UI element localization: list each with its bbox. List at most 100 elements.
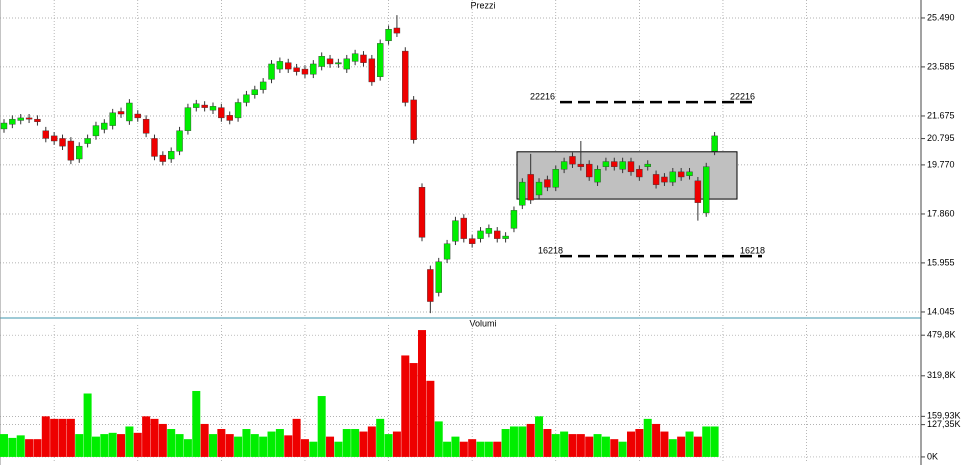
volume-bar: [351, 429, 360, 457]
volume-bar: [259, 436, 268, 457]
y2-tick-label: 0K: [927, 451, 938, 461]
volume-bar: [643, 418, 652, 457]
y-tick-label: 19.770: [927, 159, 955, 169]
volume-bar: [41, 416, 50, 457]
candle-body: [159, 154, 167, 162]
candle-body: [485, 228, 493, 234]
level-label: 16218: [740, 246, 765, 256]
volume-bar: [627, 431, 635, 457]
volume-bar: [509, 426, 518, 457]
volume-bar: [568, 434, 577, 457]
candle-body: [703, 166, 710, 214]
level-label: 22216: [530, 91, 555, 101]
volume-bar: [551, 434, 560, 457]
volume-bar: [8, 437, 17, 457]
volume-bar: [392, 431, 401, 457]
volume-bar: [493, 441, 502, 457]
y-tick-label: 20.795: [927, 133, 955, 143]
volume-bar: [300, 439, 309, 457]
volume-bar: [317, 396, 326, 457]
price-title: Prezzi: [470, 0, 495, 10]
volume-bar: [459, 441, 468, 457]
volume-bar: [309, 441, 318, 457]
candle-body: [243, 94, 250, 103]
candle-body: [468, 238, 476, 244]
candle-body: [251, 89, 259, 95]
candle-body: [494, 230, 501, 239]
candle-body: [586, 163, 593, 178]
y-tick-label: 21.675: [927, 110, 955, 120]
candle-body: [9, 118, 16, 125]
y-tick-label: 15.955: [927, 257, 955, 267]
candle-body: [201, 104, 208, 108]
volume-bar: [200, 423, 209, 457]
candle-body: [301, 68, 309, 75]
candle-body: [142, 118, 150, 134]
candle-body: [343, 58, 350, 70]
candle-body: [519, 181, 526, 206]
candle-body: [502, 235, 509, 239]
volume-bar: [618, 441, 627, 457]
candle-body: [477, 230, 484, 239]
volume-bar: [183, 439, 192, 457]
volume-bar: [468, 439, 477, 457]
volume-bar: [610, 439, 619, 457]
candle-body: [42, 130, 49, 139]
candle-body: [218, 107, 225, 119]
candle-body: [226, 115, 233, 121]
volume-bar: [158, 423, 167, 457]
candle-body: [184, 107, 192, 131]
volume-bar: [501, 429, 510, 457]
volume-bar: [526, 423, 535, 457]
candle-body: [661, 176, 668, 183]
candle-body: [310, 63, 317, 75]
volume-bar: [250, 434, 259, 457]
volume-bar: [50, 418, 59, 457]
candle-body: [636, 169, 643, 178]
volume-bar: [275, 429, 284, 457]
y-tick-label: 17.860: [927, 208, 955, 218]
volume-bar: [535, 416, 544, 457]
candle-body: [569, 156, 576, 165]
candle-body: [452, 220, 459, 242]
candle-body: [76, 145, 83, 160]
volume-bar: [225, 434, 234, 457]
volume-bar: [234, 436, 243, 457]
candle-body: [652, 174, 660, 185]
candle-body: [134, 113, 141, 119]
volume-bar: [518, 426, 527, 457]
candle-body: [435, 261, 442, 293]
volume-bar: [710, 426, 719, 457]
candle-body: [577, 163, 585, 167]
volume-bar: [133, 432, 142, 457]
candle-body: [427, 269, 434, 302]
volume-bar: [401, 355, 410, 457]
candle-body: [17, 117, 24, 121]
volume-bar: [693, 436, 702, 457]
volume-bar: [685, 431, 694, 457]
candle-body: [84, 138, 91, 144]
volume-bar: [376, 418, 385, 457]
y-tick-label: 23.585: [927, 61, 955, 71]
candle-body: [535, 181, 543, 196]
volume-bar: [91, 436, 100, 457]
volume-bar: [384, 434, 393, 457]
candle-body: [594, 169, 601, 183]
candle-body: [50, 135, 58, 142]
candle-body: [510, 210, 518, 229]
candle-body: [368, 58, 376, 83]
volume-bar: [434, 421, 443, 457]
candle-body: [418, 187, 426, 238]
volume-bar: [601, 436, 610, 457]
volume-bar: [576, 434, 585, 457]
volume-bar: [83, 393, 92, 457]
candle-body: [176, 130, 183, 152]
candle-body: [686, 171, 693, 176]
volume-bar: [175, 434, 184, 457]
volume-bar: [484, 441, 493, 457]
volume-bar: [668, 439, 677, 457]
candle-body: [151, 138, 158, 157]
volume-bar: [217, 429, 226, 457]
candle-body: [393, 27, 401, 34]
